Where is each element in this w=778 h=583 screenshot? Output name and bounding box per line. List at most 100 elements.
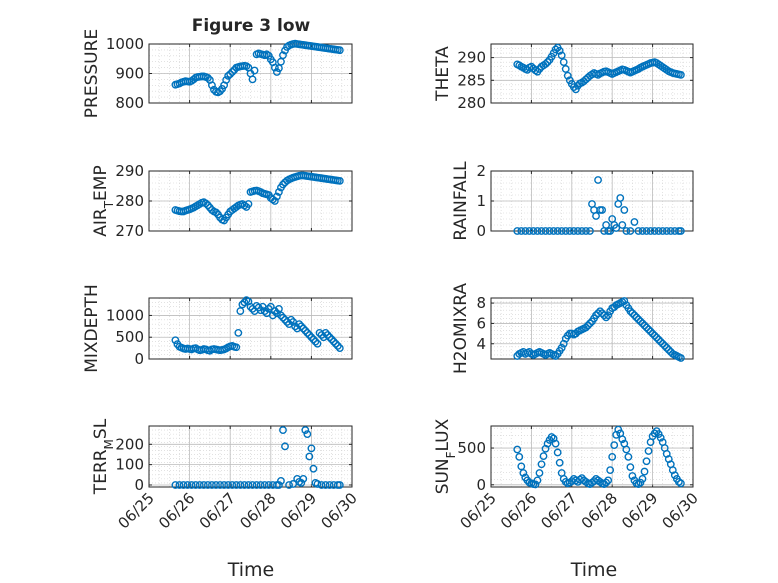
data-point — [634, 315, 643, 324]
data-point — [551, 45, 560, 54]
axes-frame — [490, 170, 694, 232]
data-point — [602, 313, 611, 322]
data-point — [272, 68, 281, 76]
data-point — [275, 304, 283, 313]
data-point — [325, 333, 334, 342]
data-point — [648, 329, 657, 338]
y-tick-label: 2 — [476, 162, 486, 180]
data-point — [250, 66, 259, 75]
data-point — [626, 307, 635, 316]
data-point — [630, 311, 639, 320]
data-point — [529, 227, 538, 235]
data-point — [606, 227, 615, 235]
data-point — [640, 321, 649, 330]
data-point — [321, 328, 330, 337]
data-point — [664, 345, 673, 354]
data-point — [533, 476, 542, 485]
data-point — [333, 342, 342, 350]
data-point — [549, 227, 558, 235]
data-point — [533, 227, 542, 235]
data-point — [244, 200, 253, 208]
data-point — [329, 337, 338, 346]
data-point — [640, 467, 649, 476]
data-point — [199, 481, 208, 489]
data-point — [543, 58, 552, 67]
data-point — [541, 227, 550, 235]
axes-frame — [148, 43, 353, 104]
data-point — [656, 337, 665, 346]
data-point — [537, 227, 546, 235]
data-point — [307, 333, 316, 342]
data-point — [628, 309, 637, 318]
data-point — [191, 481, 200, 489]
data-point — [676, 70, 685, 79]
data-point — [569, 227, 578, 235]
data-point — [301, 326, 310, 335]
data-point — [266, 302, 275, 311]
data-point — [610, 441, 619, 450]
x-axis-label-right: Time — [570, 559, 618, 581]
x-axis-label-left: Time — [227, 559, 275, 581]
data-point — [335, 46, 344, 55]
y-axis-label: PRESSURE — [82, 29, 102, 118]
data-point — [676, 479, 685, 488]
y-tick-label: 1000 — [106, 306, 144, 324]
data-point — [578, 227, 586, 235]
data-point — [272, 192, 281, 201]
data-point — [309, 335, 318, 344]
data-point — [335, 344, 344, 353]
data-point — [654, 335, 663, 344]
y-tick-label: 100 — [115, 456, 144, 474]
data-point — [240, 298, 249, 307]
data-point — [187, 481, 196, 489]
data-point — [586, 319, 594, 328]
y-tick-label: 0 — [476, 222, 486, 240]
axes-frame — [490, 297, 694, 360]
data-point — [299, 324, 308, 333]
data-point — [525, 227, 534, 235]
data-point — [650, 227, 659, 235]
data-point — [244, 481, 253, 489]
data-point — [224, 71, 233, 80]
data-point — [297, 479, 306, 487]
y-tick-label: 500 — [115, 328, 144, 346]
y-tick-label: 200 — [115, 435, 144, 453]
data-point — [297, 322, 306, 331]
data-point — [638, 319, 647, 328]
data-point — [553, 448, 562, 457]
y-axis-label: THETA — [433, 46, 453, 102]
data-point — [222, 76, 231, 84]
y-tick-label: 500 — [457, 439, 486, 457]
data-point — [303, 430, 312, 439]
data-point — [646, 327, 655, 336]
data-point — [598, 206, 606, 214]
y-tick-label: 270 — [115, 222, 144, 240]
data-point — [658, 339, 667, 348]
data-point — [596, 307, 604, 316]
data-point — [565, 227, 574, 235]
data-point — [325, 481, 334, 489]
data-point — [307, 444, 316, 453]
data-point — [179, 481, 188, 489]
data-point — [545, 227, 554, 235]
data-point — [236, 481, 245, 489]
data-point — [644, 447, 653, 455]
data-point — [624, 452, 633, 461]
data-point — [272, 309, 281, 318]
data-point — [569, 83, 578, 92]
y-tick-label: 6 — [476, 314, 486, 332]
data-point — [652, 333, 661, 342]
data-point — [551, 439, 560, 448]
y-tick-label: 280 — [457, 94, 486, 112]
data-point — [662, 227, 671, 235]
data-point — [305, 452, 314, 461]
data-point — [662, 343, 671, 352]
data-point — [539, 452, 548, 461]
data-point — [228, 481, 237, 489]
data-point — [268, 311, 277, 320]
data-point — [553, 227, 562, 235]
data-point — [521, 227, 530, 235]
data-point — [636, 317, 645, 326]
data-point — [642, 323, 651, 332]
